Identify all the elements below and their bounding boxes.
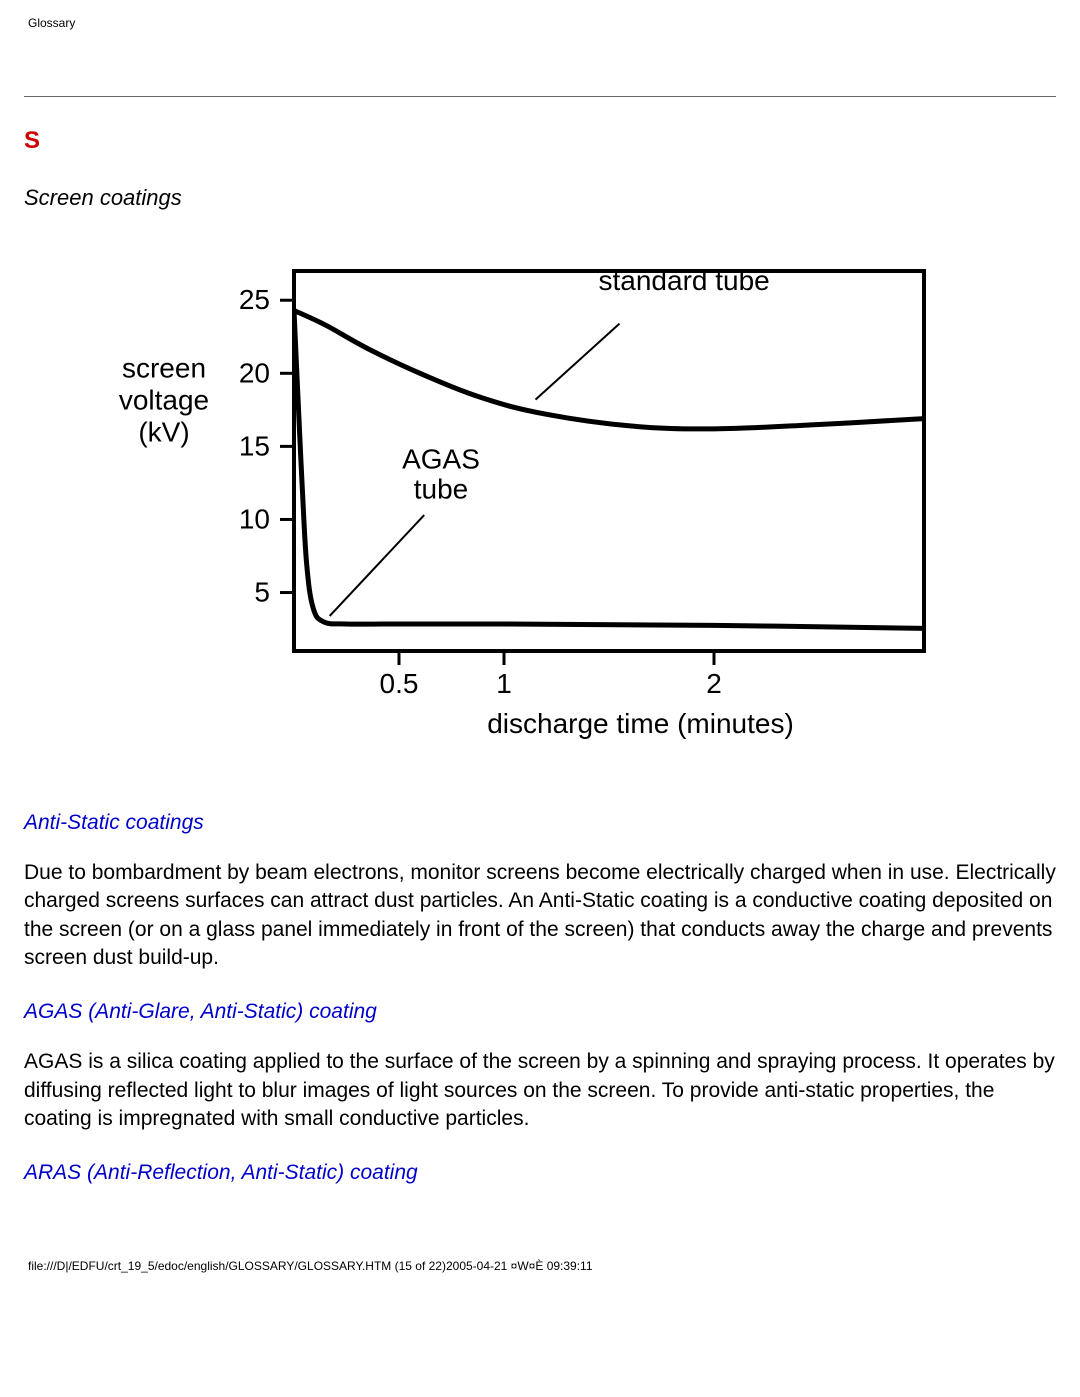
svg-text:voltage: voltage (119, 384, 209, 415)
svg-text:5: 5 (254, 577, 270, 608)
subsection-body: AGAS is a silica coating applied to the … (24, 1048, 1056, 1133)
svg-text:20: 20 (239, 357, 270, 388)
svg-text:1: 1 (496, 668, 512, 699)
svg-text:standard tube: standard tube (599, 265, 770, 296)
subsection-heading: Anti-Static coatings (24, 811, 1056, 835)
divider (24, 96, 1056, 97)
screen-voltage-chart: 5 10 15 20 25 0.5 1 2 screenvoltage(kV) discharge… (104, 241, 944, 761)
page-footer: file:///D|/EDFU/crt_19_5/edoc/english/GL… (24, 1209, 1056, 1281)
glossary-term: Screen coatings (24, 185, 1056, 211)
svg-text:(kV): (kV) (138, 416, 189, 447)
subsection-heading: AGAS (Anti-Glare, Anti-Static) coating (24, 1000, 1056, 1024)
page-header: Glossary (24, 10, 1056, 90)
svg-text:2: 2 (706, 668, 722, 699)
chart-svg: 5 10 15 20 25 0.5 1 2 screenvoltage(kV) discharge… (104, 241, 944, 761)
svg-text:AGAS: AGAS (402, 443, 480, 474)
section-letter: S (24, 127, 1056, 155)
svg-text:10: 10 (239, 503, 270, 534)
svg-text:15: 15 (239, 430, 270, 461)
svg-text:tube: tube (414, 473, 469, 504)
subsection-heading: ARAS (Anti-Reflection, Anti-Static) coat… (24, 1161, 1056, 1185)
subsection-body: Due to bombardment by beam electrons, mo… (24, 859, 1056, 972)
svg-text:25: 25 (239, 284, 270, 315)
svg-text:discharge time (minutes): discharge time (minutes) (487, 708, 794, 739)
svg-text:screen: screen (122, 352, 206, 383)
svg-text:0.5: 0.5 (380, 668, 419, 699)
